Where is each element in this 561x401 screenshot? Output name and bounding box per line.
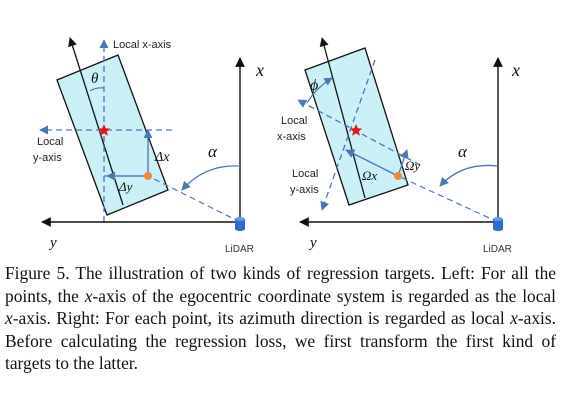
right-omega-y-line: [397, 149, 409, 177]
left-label-dy: Δy: [118, 179, 133, 194]
right-label-local-x-2: x-axis: [277, 131, 306, 143]
right-label-lidar: LiDAR: [483, 244, 512, 255]
caption-math-x-3: x: [510, 308, 518, 329]
right-lidar-icon: [493, 217, 503, 231]
left-label-local-y-1: Local: [37, 136, 63, 148]
left-label-y: y: [48, 235, 57, 251]
caption-part-2: -axis of the egocentric coordinate syste…: [92, 285, 556, 306]
left-label-dx: Δx: [154, 150, 170, 165]
left-lidar-icon: [235, 217, 245, 231]
caption-part-3: -axis. Right: For each point, its azimut…: [12, 308, 511, 329]
left-bounding-box: [56, 54, 169, 216]
left-diagram: Local x-axis Local y-axis x y α θ Δx Δy …: [33, 37, 264, 255]
caption-math-x-1: x: [84, 285, 93, 306]
caption-part-4: -axis. Before calculating the regression…: [5, 308, 556, 374]
caption-part-1: Figure 5. The illustration of two kinds …: [5, 263, 556, 306]
figure: Local x-axis Local y-axis x y α θ Δx Δy …: [33, 37, 520, 255]
left-label-x: x: [255, 60, 264, 80]
right-phi-arc: [306, 77, 333, 104]
right-label-y: y: [308, 235, 317, 251]
right-label-omega-y: Ωy: [405, 158, 420, 173]
right-label-local-y-2: y-axis: [290, 184, 319, 196]
left-center-star: [97, 124, 111, 136]
right-local-y-axis: [320, 59, 376, 211]
right-label-local-y-1: Local: [292, 168, 318, 180]
right-label-alpha: α: [458, 142, 468, 161]
right-heading-arrow: [319, 37, 366, 199]
left-theta-arc: [89, 87, 105, 92]
left-point: [144, 172, 152, 180]
left-label-local-y-2: y-axis: [33, 152, 62, 164]
right-lidar-ray: [397, 175, 499, 223]
left-label-theta: θ: [91, 71, 99, 87]
caption-math-x-2: x: [5, 308, 13, 329]
left-label-lidar: LiDAR: [225, 244, 254, 255]
right-label-phi: ϕ: [310, 77, 318, 94]
left-lidar-ray: [147, 175, 241, 223]
right-label-omega-x: Ωx: [362, 168, 377, 183]
left-label-alpha: α: [208, 142, 218, 161]
right-label-x: x: [511, 60, 520, 80]
right-local-x-axis: [297, 99, 421, 166]
right-point: [394, 172, 402, 180]
figure-caption: Figure 5. The illustration of two kinds …: [5, 262, 556, 375]
right-omega-x-line: [345, 149, 399, 177]
right-label-local-x-1: Local: [281, 115, 307, 127]
left-alpha-arc: [181, 165, 241, 191]
right-center-star: [349, 124, 363, 136]
right-diagram: Local x-axis Local y-axis x y α ϕ Ωx Ωy …: [277, 37, 520, 255]
left-label-local-x: Local x-axis: [113, 39, 172, 51]
right-alpha-arc: [439, 164, 499, 187]
